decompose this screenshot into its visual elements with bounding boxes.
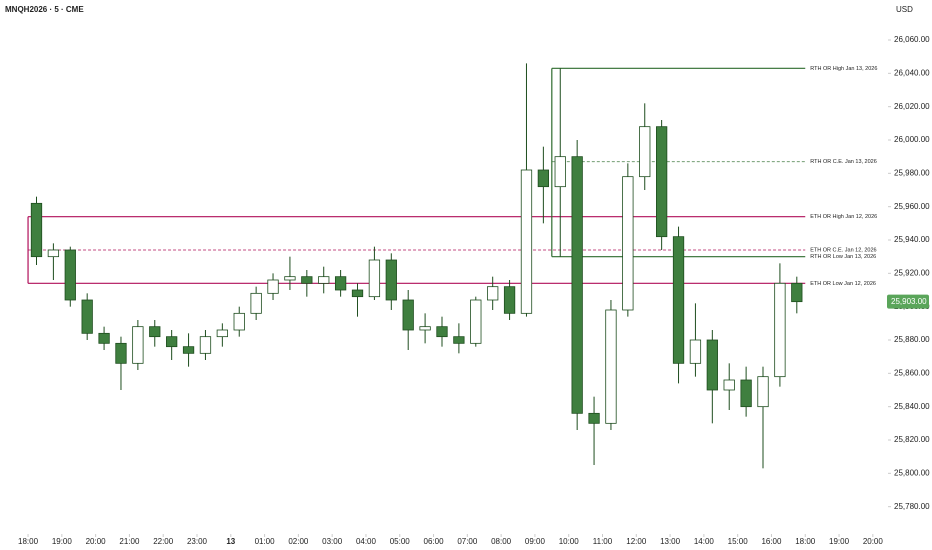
candle-body xyxy=(115,342,127,364)
x-tick-label: 04:00 xyxy=(356,537,377,546)
candle-body xyxy=(774,282,786,378)
candle-body xyxy=(318,276,330,284)
x-tick-label: 15:00 xyxy=(728,537,749,546)
candle-body xyxy=(487,286,499,301)
candle-body xyxy=(334,276,347,291)
x-tick-label: 13 xyxy=(226,537,235,546)
y-tick-label: 25,920.00 xyxy=(894,268,930,277)
candle-body xyxy=(216,329,228,338)
y-tick-label: 25,980.00 xyxy=(894,168,930,177)
chart-title: MNQH2026 · 5 · CME xyxy=(5,5,84,14)
candle-body xyxy=(503,286,516,314)
level-label: ETH OR Low Jan 12, 2026 xyxy=(810,281,876,287)
candle-body xyxy=(182,346,195,354)
candle-body xyxy=(419,326,431,331)
x-tick-label: 20:00 xyxy=(863,537,884,546)
x-tick-label: 22:00 xyxy=(153,537,174,546)
x-tick-label: 01:00 xyxy=(255,537,276,546)
y-tick-label: 25,940.00 xyxy=(894,235,930,244)
candle-body xyxy=(723,379,735,391)
y-tick-label: 26,020.00 xyxy=(894,102,930,111)
x-tick-label: 11:00 xyxy=(593,537,613,546)
candle-body xyxy=(132,326,144,364)
last-price-box xyxy=(887,294,929,309)
x-tick-label: 10:00 xyxy=(559,537,580,546)
candle-body xyxy=(520,169,533,314)
x-tick-label: 08:00 xyxy=(491,537,512,546)
y-tick-label: 25,800.00 xyxy=(894,468,930,477)
candle-body xyxy=(64,249,76,301)
x-tick-label: 13:00 xyxy=(660,537,681,546)
level-label: RTH OR C.E. Jan 13, 2026 xyxy=(810,159,877,165)
candle-body xyxy=(622,176,634,311)
x-tick-label: 18:00 xyxy=(795,537,816,546)
x-tick-label: 09:00 xyxy=(525,537,546,546)
x-tick-label: 20:00 xyxy=(86,537,107,546)
candle-body xyxy=(656,126,668,238)
candle-body xyxy=(385,259,397,301)
level-label: ETH OR C.E. Jan 12, 2026 xyxy=(810,247,876,253)
candle-body xyxy=(301,276,313,284)
last-price-label: 25,903.00 xyxy=(891,297,927,306)
candle-body xyxy=(605,309,617,424)
candle-body xyxy=(554,156,566,188)
x-tick-label: 06:00 xyxy=(424,537,445,546)
candle-body xyxy=(199,336,212,354)
x-tick-label: 14:00 xyxy=(694,537,715,546)
candle-body xyxy=(740,379,752,408)
x-tick-label: 23:00 xyxy=(187,537,208,546)
candle-body xyxy=(166,336,178,348)
candle-body xyxy=(436,326,448,338)
candle-body xyxy=(267,279,279,294)
candle-body xyxy=(98,332,110,344)
currency-label: USD xyxy=(896,5,913,14)
x-tick-label: 21:00 xyxy=(119,537,140,546)
candle-body xyxy=(537,169,550,188)
level-label: RTH OR High Jan 13, 2026 xyxy=(810,66,877,72)
candle-body xyxy=(689,339,702,364)
candle-body xyxy=(284,276,296,281)
x-tick-label: 18:00 xyxy=(18,537,39,546)
x-tick-label: 05:00 xyxy=(390,537,411,546)
x-tick-label: 07:00 xyxy=(457,537,478,546)
y-tick-label: 26,000.00 xyxy=(894,135,930,144)
candle-body xyxy=(757,376,769,408)
candle-body xyxy=(672,236,685,364)
candle-body xyxy=(706,339,718,391)
x-tick-label: 03:00 xyxy=(322,537,343,546)
x-tick-label: 02:00 xyxy=(288,537,309,546)
x-tick-label: 19:00 xyxy=(829,537,850,546)
y-tick-label: 25,960.00 xyxy=(894,202,930,211)
y-tick-label: 26,060.00 xyxy=(894,35,930,44)
y-tick-label: 25,880.00 xyxy=(894,335,930,344)
x-tick-label: 16:00 xyxy=(761,537,782,546)
candle-body xyxy=(453,336,465,344)
candle-body xyxy=(791,282,803,303)
candle-body xyxy=(588,412,600,424)
candle-body xyxy=(368,259,381,298)
candle-body xyxy=(639,126,651,178)
candle-body xyxy=(47,249,60,258)
candle-body xyxy=(30,202,43,258)
candle-body xyxy=(470,299,482,344)
candle-body xyxy=(233,312,245,331)
level-label: RTH OR Low Jan 13, 2026 xyxy=(810,254,876,260)
y-tick-label: 25,860.00 xyxy=(894,368,930,377)
y-tick-label: 25,840.00 xyxy=(894,402,930,411)
x-tick-label: 19:00 xyxy=(52,537,73,546)
candle-body xyxy=(250,292,262,314)
candle-body xyxy=(351,289,364,298)
level-label: ETH OR High Jan 12, 2026 xyxy=(810,214,877,220)
candle-body xyxy=(402,299,414,331)
candle-body xyxy=(149,326,161,338)
y-tick-label: 26,040.00 xyxy=(894,68,930,77)
x-tick-label: 12:00 xyxy=(626,537,647,546)
candle-body xyxy=(81,299,93,334)
y-tick-label: 25,780.00 xyxy=(894,502,930,511)
candle-body xyxy=(571,156,583,414)
y-tick-label: 25,820.00 xyxy=(894,435,930,444)
